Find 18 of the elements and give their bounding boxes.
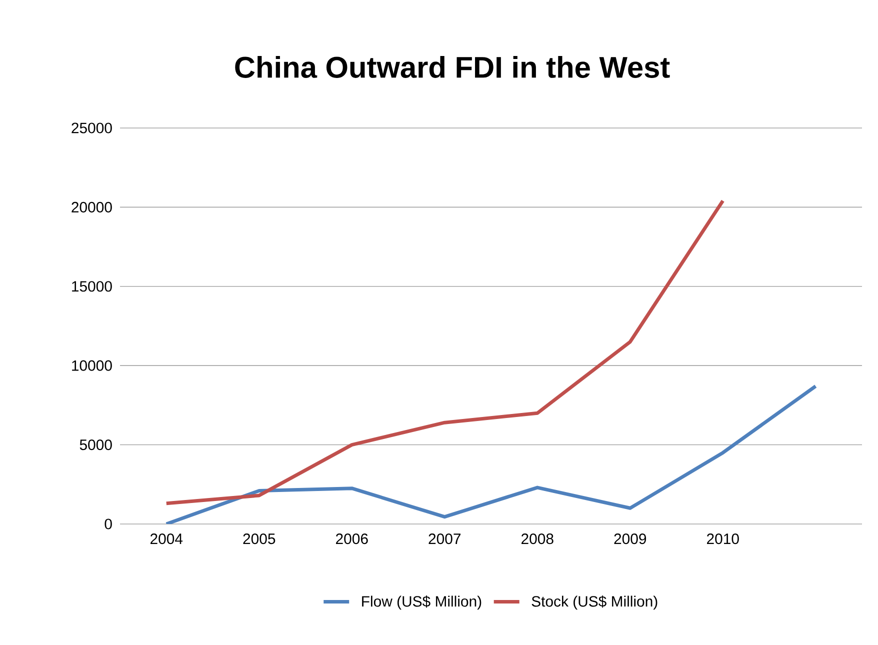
y-tick-label: 20000 xyxy=(72,202,112,212)
x-tick-label: 2006 xyxy=(336,534,368,544)
y-tick-label: 15000 xyxy=(72,281,112,292)
legend-label: Stock (US$ Million) xyxy=(532,595,658,610)
x-tick-label: 2004 xyxy=(150,534,183,544)
y-tick-label: 5000 xyxy=(80,439,112,450)
x-tick-label: 2010 xyxy=(707,534,739,544)
line-series xyxy=(164,199,725,506)
y-tick-label: 25000 xyxy=(72,122,112,134)
legend-label: Flow (US$ Million) xyxy=(362,595,482,610)
y-tick-label: 0 xyxy=(104,518,112,530)
x-tick-label: 2005 xyxy=(243,534,276,544)
x-tick-label: 2009 xyxy=(614,534,646,544)
line-series xyxy=(164,384,818,524)
y-tick-label: 10000 xyxy=(72,360,112,371)
x-tick-label: 2008 xyxy=(522,534,554,544)
chart-title: China Outward FDI in the West xyxy=(235,56,670,78)
x-tick-label: 2007 xyxy=(428,534,460,544)
